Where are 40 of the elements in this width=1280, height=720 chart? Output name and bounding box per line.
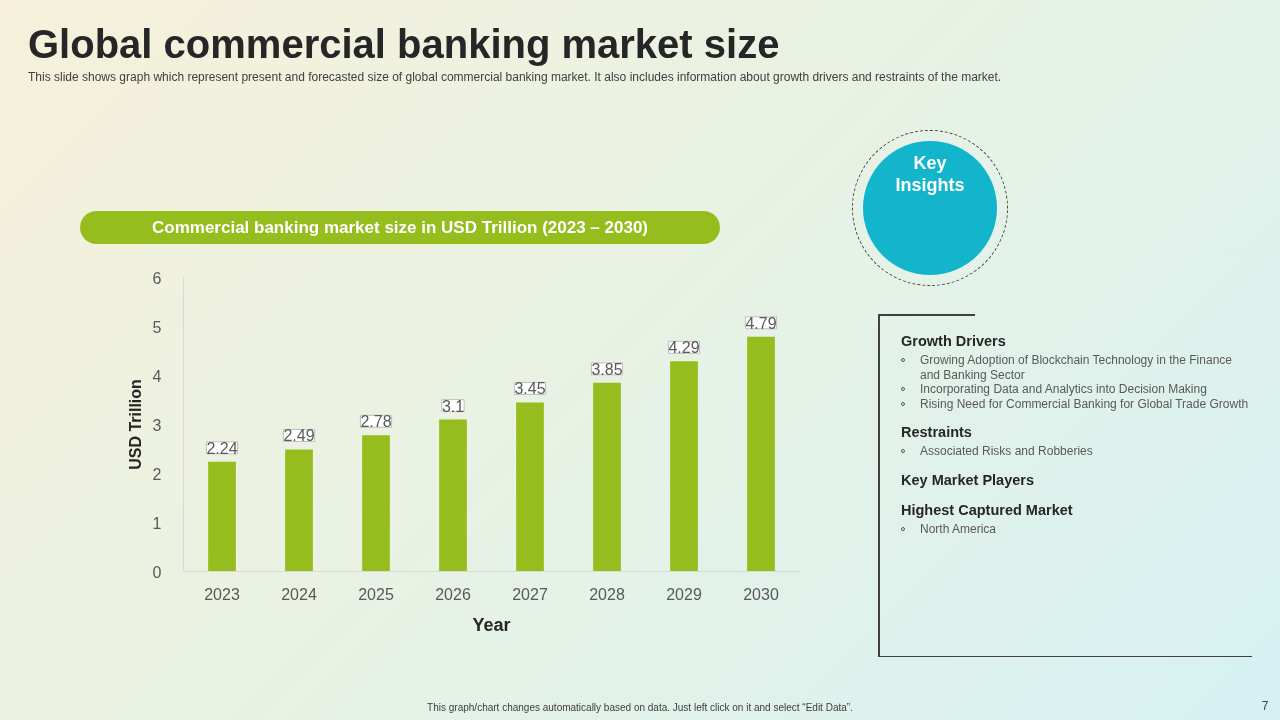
y-tick-label: 4 [152,367,162,385]
data-label: 3.85 [591,360,623,378]
text: Restraints [901,423,973,441]
data-label: 2.49 [283,427,315,445]
data-label: 4.29 [668,339,700,357]
text: Highest Captured Market [901,500,1074,519]
x-axis-title: Year [472,614,511,635]
text: Growing Adoption of Blockchain Technology in the Finance and Banking Sector [920,353,1232,382]
y-tick-label: 1 [152,514,162,532]
data-label: 3.45 [514,380,546,398]
text: North America [920,521,997,536]
chart-subtitle: This slide shows graph which represent present and forecasted size of global commercial banking market. It also includes information about growth drivers and restraints of the market. [28,69,1002,86]
x-tick-label: 2023 [204,585,240,603]
text: Key Market Players [901,470,1035,489]
x-tick-label: 2025 [358,585,394,603]
y-axis-title: USD Trillion [126,379,144,470]
text: 7 [1260,698,1270,715]
x-tick-label: 2028 [589,585,625,603]
data-label: 3.1 [441,397,465,415]
y-tick-label: 6 [152,269,162,287]
text: Rising Need for Commercial Banking for Global Trade Growth [920,396,1249,411]
text: Growth Drivers [901,332,1007,350]
data-label: 2.24 [206,439,238,457]
data-label: 2.78 [360,413,392,431]
y-tick-label: 2 [152,465,162,483]
y-tick-label: 3 [152,416,162,434]
text: Commercial banking market size in USD Trillion (2023 – 2030) [80,211,720,244]
data-label: 4.79 [745,314,777,332]
y-tick-label: 5 [152,318,162,336]
chart-title: Global commercial banking market size [28,22,780,66]
x-tick-label: 2024 [281,585,317,603]
x-tick-label: 2027 [512,585,548,603]
x-tick-label: 2030 [743,585,779,603]
text: Associated Risks and Robberies [920,444,1093,458]
x-tick-label: 2026 [435,585,471,603]
y-tick-label: 0 [152,563,162,581]
x-tick-label: 2029 [666,585,702,603]
text: Key Insights [894,152,966,196]
text: This graph/chart changes automatically based on data. Just left click on it and select “Edit Data”. [427,702,853,713]
text: Incorporating Data and Analytics into Decision Making [920,382,1207,396]
